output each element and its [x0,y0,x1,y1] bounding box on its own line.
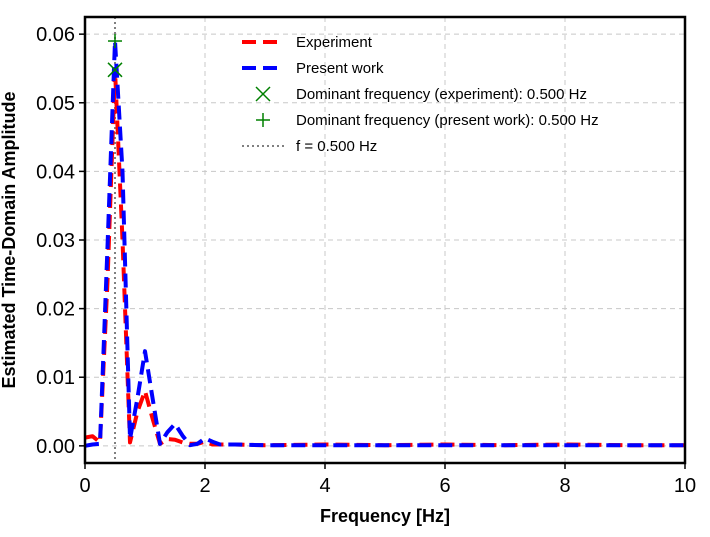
legend-item: Present work [242,60,384,77]
dominant-frequency-marker-1 [107,62,123,78]
x-tick-label: 8 [559,475,570,497]
y-tick-label: 0.04 [36,161,75,183]
legend-item: Dominant frequency (present work): 0.500… [256,112,599,129]
marker-stroke [255,86,271,102]
x-tick-label: 6 [439,475,450,497]
y-tick-label: 0.05 [36,93,75,115]
tick-layer: 0 2 4 6 8 10 0.00 0.01 0.02 0.03 0.04 0.05 0.06 [36,24,696,497]
series-line-2 [84,39,685,448]
y-tick-label: 0.00 [36,436,75,458]
legend-label: Present work [296,60,384,77]
legend-label: f = 0.500 Hz [296,138,377,155]
x-axis-label: Frequency [Hz] [320,506,450,526]
x-tick-label: 4 [319,475,330,497]
grid-layer [84,17,686,463]
x-tick-label: 0 [79,475,90,497]
dominant-frequency-marker-2 [108,34,122,49]
y-tick-label: 0.02 [36,299,75,321]
legend-item: Experiment [242,34,373,51]
legend-item: Dominant frequency (experiment): 0.500 H… [255,86,587,103]
y-tick-label: 0.01 [36,367,75,389]
legend-item: f = 0.500 Hz [242,138,377,155]
y-tick-label: 0.03 [36,230,75,252]
marker-stroke [107,62,123,78]
x-tick-label: 2 [199,475,210,497]
legend-marker [255,86,271,102]
legend: Experiment Present work Dominant frequency… [242,34,599,155]
legend-label: Dominant frequency (experiment): 0.500 H… [296,86,587,103]
x-tick-label: 10 [674,475,696,497]
plot-layer [84,17,685,463]
y-axis-label: Estimated Time-Domain Amplitude [0,91,19,388]
legend-marker [256,113,270,127]
legend-label: Experiment [296,34,373,51]
y-tick-label: 0.06 [36,24,75,46]
series-line-1 [84,67,685,448]
legend-label: Dominant frequency (present work): 0.500… [296,112,599,129]
